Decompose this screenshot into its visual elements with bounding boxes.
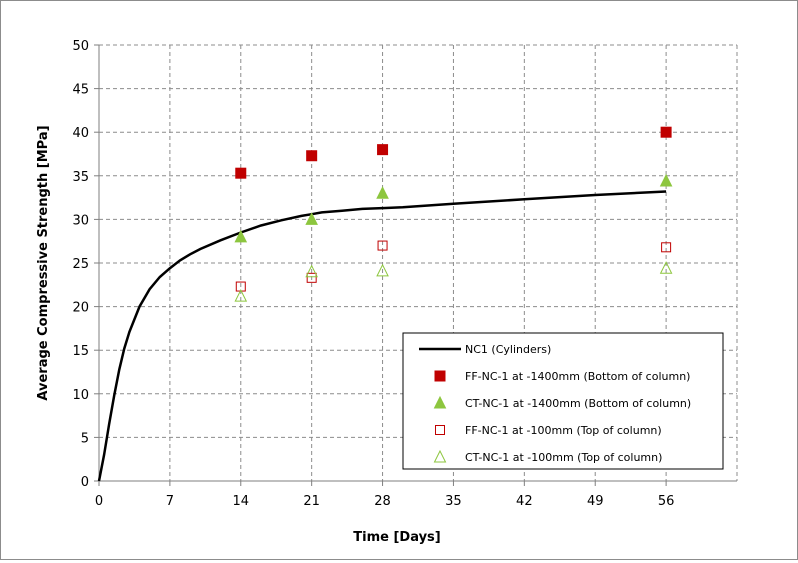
data-point-series-4 [234, 289, 248, 302]
axes [94, 44, 737, 486]
legend-swatch-marker [435, 425, 445, 435]
legend-swatch-marker [433, 395, 447, 409]
x-tick-label: 0 [95, 494, 103, 509]
y-tick-label: 45 [72, 83, 89, 98]
legend-swatch-marker [434, 370, 446, 382]
x-axis-label: Time [Days] [353, 530, 440, 545]
legend: NC1 (Cylinders) FF-NC-1 at -1400mm (Botto… [402, 332, 724, 470]
data-point-series-1 [660, 126, 672, 138]
x-tick-label: 49 [587, 494, 604, 509]
x-tick-label: 14 [233, 494, 250, 509]
x-tick-label: 7 [166, 494, 174, 509]
legend-swatch-marker [433, 449, 447, 463]
x-tick-label: 56 [658, 494, 675, 509]
legend-entry-label: CT-NC-1 at -100mm (Top of column) [465, 451, 662, 464]
x-tick-label: 28 [374, 494, 391, 509]
y-tick-label: 35 [72, 170, 89, 185]
plot-marks [97, 126, 673, 482]
y-tick-label: 25 [72, 257, 89, 272]
y-tick-label: 50 [72, 39, 89, 54]
series-line-nc1 [97, 190, 667, 482]
data-point-series-2 [659, 173, 673, 187]
x-tick-label: 42 [516, 494, 533, 509]
data-point-series-3 [377, 240, 388, 251]
data-point-series-3 [306, 272, 317, 283]
data-point-series-2 [376, 186, 389, 199]
data-point-series-1 [235, 167, 247, 179]
data-point-series-4 [659, 261, 673, 274]
data-point-series-4 [376, 263, 389, 277]
y-tick-label: 0 [81, 475, 89, 490]
data-point-series-4 [305, 264, 318, 278]
y-tick-label: 15 [72, 344, 89, 359]
legend-entry-label: FF-NC-1 at -1400mm (Bottom of column) [465, 370, 690, 383]
x-tick-label: 21 [303, 494, 320, 509]
data-point-series-3 [661, 242, 672, 253]
data-point-series-2 [305, 212, 318, 225]
data-point-series-1 [306, 150, 318, 162]
y-tick-label: 40 [72, 126, 89, 141]
y-tick-label: 5 [81, 431, 89, 446]
y-tick-label: 10 [72, 388, 89, 403]
legend-entry-label: FF-NC-1 at -100mm (Top of column) [465, 424, 662, 437]
legend-entry-label: NC1 (Cylinders) [465, 343, 551, 356]
x-tick-label: 35 [445, 494, 462, 509]
data-point-series-2 [234, 229, 248, 243]
legend-entry-label: CT-NC-1 at -1400mm (Bottom of column) [465, 397, 691, 410]
legend-box [402, 332, 724, 470]
y-tick-label: 20 [72, 301, 89, 316]
tick-labels: 0 5 10 15 20 25 30 35 40 45 50 0 7 14 21 28 35 42 49 56 [72, 39, 674, 509]
data-point-series-1 [377, 144, 389, 156]
y-tick-label: 30 [72, 213, 89, 228]
y-axis-label: Average Compressive Strength [MPa] [36, 125, 51, 400]
